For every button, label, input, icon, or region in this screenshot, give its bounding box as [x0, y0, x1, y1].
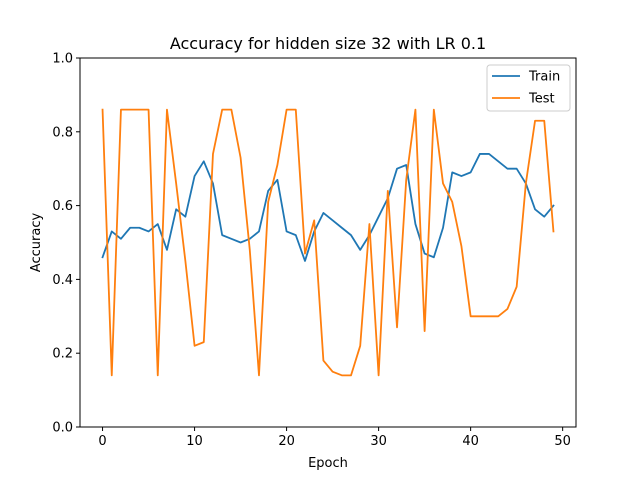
- x-axis-ticks: 0 10 20 30 40 50: [98, 427, 571, 449]
- y-axis-label: Accuracy: [29, 213, 44, 273]
- y-tick-label: 0.6: [52, 199, 73, 214]
- y-tick-label: 0.4: [52, 273, 73, 288]
- legend-label-test: Test: [528, 92, 555, 107]
- series-lines: [101, 108, 555, 377]
- y-tick-label: 0.0: [52, 421, 73, 436]
- chart-title: Accuracy for hidden size 32 with LR 0.1: [170, 34, 486, 53]
- x-tick-label: 20: [278, 434, 295, 449]
- legend-label-train: Train: [528, 70, 560, 85]
- y-axis-ticks: 0.0 0.2 0.4 0.6 0.8 1.0: [52, 52, 80, 436]
- series-line-test: [101, 108, 555, 377]
- x-tick-label: 0: [98, 434, 106, 449]
- x-axis-label: Epoch: [308, 456, 348, 471]
- x-tick-label: 30: [370, 434, 387, 449]
- x-tick-label: 50: [554, 434, 571, 449]
- plot-frame: [79, 57, 577, 428]
- x-tick-label: 10: [186, 434, 203, 449]
- x-tick-label: 40: [462, 434, 479, 449]
- y-tick-label: 1.0: [52, 52, 73, 67]
- y-tick-label: 0.2: [52, 347, 73, 362]
- y-tick-label: 0.8: [52, 125, 73, 140]
- legend: Train Test: [486, 64, 571, 112]
- series-line-train: [101, 153, 555, 262]
